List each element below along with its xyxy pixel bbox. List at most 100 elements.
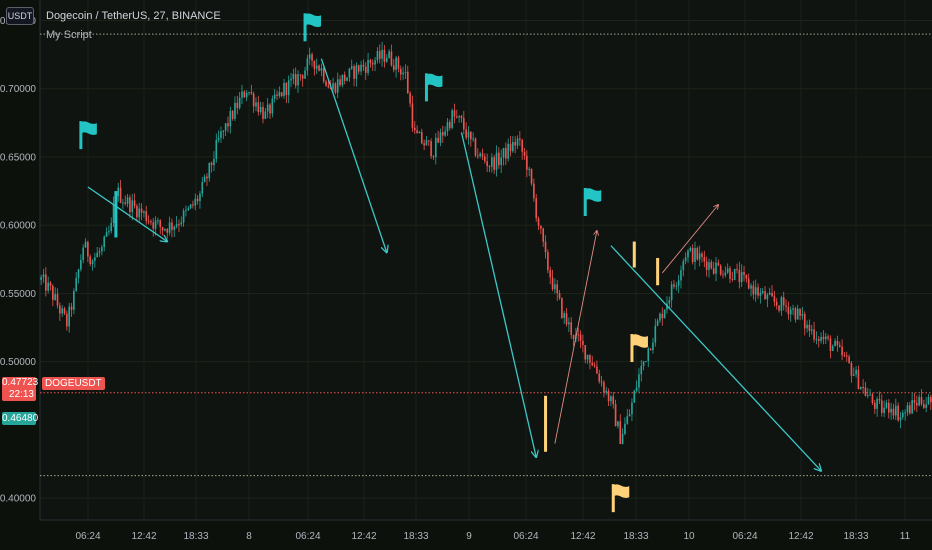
candle [103, 235, 106, 252]
candle [413, 121, 416, 134]
candle-body [726, 268, 729, 273]
candle-body [883, 407, 885, 413]
candle [689, 246, 692, 253]
candle [684, 252, 687, 265]
candle [304, 66, 306, 80]
candle [579, 330, 582, 349]
candle-body [378, 51, 381, 59]
candle [635, 380, 638, 393]
candle [551, 269, 554, 292]
candle-body [866, 395, 869, 397]
candle [453, 103, 456, 124]
candle-body [117, 187, 120, 197]
candle [831, 344, 834, 352]
candle-body [112, 204, 115, 223]
candle-body [920, 397, 923, 405]
candle [782, 291, 785, 311]
candle [544, 235, 547, 259]
candle-body [738, 269, 741, 283]
candle [477, 148, 479, 159]
candle-body [129, 197, 131, 213]
candle-body [701, 253, 703, 257]
candle-body [241, 91, 243, 98]
candle [584, 345, 587, 364]
candle [908, 401, 911, 415]
candle-body [486, 161, 488, 167]
candle [591, 355, 594, 367]
candle-body [500, 157, 502, 166]
candle [318, 64, 320, 72]
candle-body [789, 309, 792, 315]
candle-body [831, 346, 834, 352]
candle [710, 259, 713, 270]
candle [675, 282, 678, 291]
candle-body [248, 92, 250, 94]
x-tick-label: 11 [900, 531, 911, 542]
candle [182, 208, 185, 227]
candle-body [815, 339, 818, 341]
candle-body [250, 92, 253, 94]
candle-body [341, 74, 344, 86]
candle-body [801, 313, 804, 316]
candle [582, 334, 584, 353]
candle-body [264, 111, 267, 119]
candle [766, 292, 769, 308]
candle-body [806, 324, 808, 329]
candle [411, 95, 414, 132]
candle-body [315, 65, 318, 69]
secondary-price-badge: 0.46480 [2, 412, 38, 425]
candle-body [262, 106, 264, 119]
x-tick-label: 12:42 [131, 531, 156, 542]
candle-body [633, 390, 636, 403]
candle [290, 72, 292, 88]
candle-body [325, 81, 327, 86]
candle-body [409, 93, 411, 104]
candle [740, 264, 743, 287]
candle [610, 394, 612, 407]
candle [159, 219, 162, 235]
flag-cloth [427, 73, 443, 88]
candle [862, 379, 864, 394]
candle-body [259, 106, 262, 113]
candle-body [290, 78, 292, 81]
candle-body [70, 306, 73, 310]
candle [152, 217, 155, 237]
candle-body [850, 363, 853, 376]
candle [715, 257, 717, 282]
candle-body [42, 274, 45, 278]
candle [533, 178, 535, 202]
candle-body [537, 218, 540, 226]
candle [264, 108, 267, 120]
candle-body [507, 143, 510, 159]
candle-body [820, 336, 822, 341]
candle-body [768, 292, 771, 295]
candle [724, 266, 727, 278]
candle-body [668, 300, 671, 304]
candle [248, 91, 250, 96]
candle-body [168, 222, 171, 233]
candle-body [49, 282, 52, 286]
candle-body [691, 248, 694, 263]
candle-body [829, 338, 832, 352]
candle [509, 135, 512, 157]
candle [572, 334, 575, 347]
flag-cloth [586, 188, 602, 202]
candle [192, 200, 194, 209]
currency-button[interactable]: USDT [6, 7, 34, 25]
candle-body [245, 92, 248, 98]
candle [404, 64, 407, 79]
candle [502, 147, 505, 166]
candle [243, 90, 246, 99]
candle [371, 59, 374, 72]
candle-body [124, 202, 127, 204]
grid [40, 0, 932, 520]
candle-body [213, 158, 215, 166]
candle-body [722, 274, 724, 276]
candle [542, 227, 545, 247]
candle-body [743, 272, 745, 275]
candle-body [63, 308, 66, 314]
candle-body [645, 361, 647, 363]
candle [624, 417, 626, 436]
candle [250, 84, 253, 96]
